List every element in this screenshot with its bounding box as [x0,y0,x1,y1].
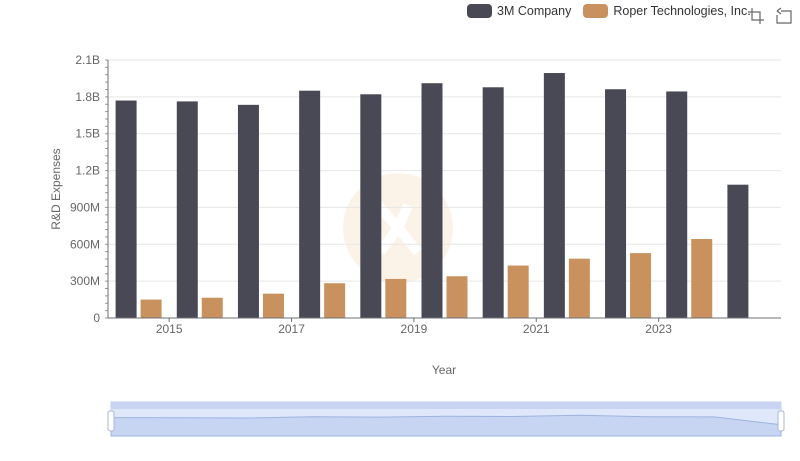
bar-3m-2020 [482,87,504,318]
bar-3m-2021 [543,73,565,318]
bar-3m-2022 [605,89,627,319]
x-axis-title: Year [432,363,456,377]
y-tick-label: 300M [70,274,100,288]
bar-roper-2020 [507,265,529,318]
legend-label-roper: Roper Technologies, Inc. [613,4,751,18]
bar-3m-2015 [176,101,198,318]
legend-item-roper[interactable]: Roper Technologies, Inc. [583,4,751,18]
bar-roper-2021 [568,258,590,318]
bars [115,73,749,319]
restore-icon[interactable] [775,7,793,25]
bar-3m-2024 [727,184,749,318]
legend-item-3m-company[interactable]: 3M Company [467,4,571,18]
data-zoom-slider[interactable] [107,401,785,437]
y-tick-label: 900M [70,200,100,214]
data-zoom-icon[interactable] [747,7,765,25]
legend: 3M Company Roper Technologies, Inc. [467,4,763,18]
y-tick-label: 0 [93,311,100,325]
legend-swatch-roper [583,4,609,18]
bar-roper-2017 [324,283,346,318]
slider-handle-left[interactable] [107,410,115,432]
bar-roper-2023 [691,239,713,318]
bar-roper-2018 [385,278,407,318]
y-tick-label: 1.2B [75,164,100,178]
toolbox [747,7,800,25]
bar-3m-2023 [666,91,688,318]
legend-swatch-3m [467,4,492,18]
y-tick-label: 1.5B [75,127,100,141]
bar-3m-2018 [360,94,382,318]
x-tick-label: 2015 [156,322,183,336]
bar-3m-2016 [237,104,259,318]
axes: 0 300M 600M 900M 1.2B 1.5B 1.8B 2.1B 2015 2017 201… [70,53,781,336]
x-tick-label: 2017 [278,322,305,336]
slider-top-bar [111,402,781,409]
slider-sparkline [110,414,782,437]
bar-roper-2014 [140,299,162,318]
legend-label-3m: 3M Company [497,4,572,18]
bar-roper-2019 [446,276,468,318]
bar-3m-2014 [115,100,137,319]
x-tick-label: 2023 [645,322,672,336]
y-tick-label: 2.1B [75,53,100,67]
slider-handle-right[interactable] [777,410,785,432]
bar-roper-2022 [630,253,652,318]
y-axis-title: R&D Expenses [49,148,63,229]
bar-3m-2019 [421,83,443,318]
y-tick-label: 1.8B [75,90,100,104]
bar-roper-2016 [262,293,284,318]
bar-roper-2015 [201,297,223,318]
x-tick-label: 2019 [401,322,428,336]
x-tick-label: 2021 [523,322,550,336]
bar-3m-2017 [299,90,321,318]
y-tick-label: 600M [70,237,100,251]
